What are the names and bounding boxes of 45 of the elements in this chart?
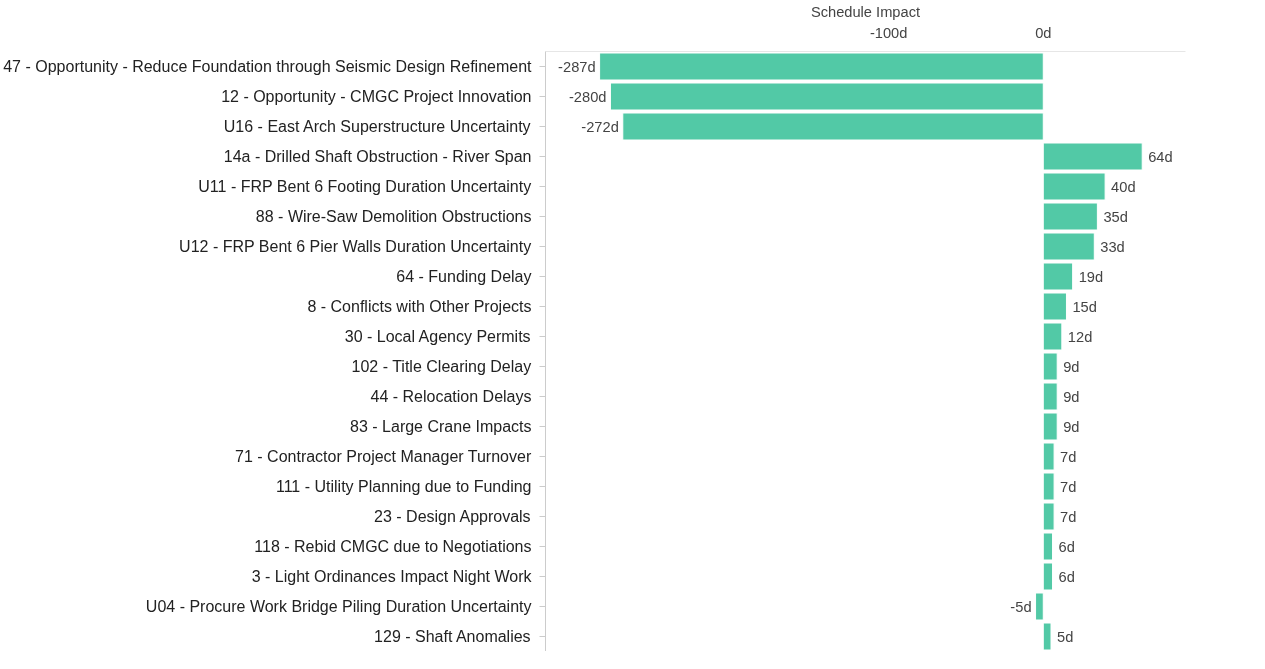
data-label: -287d [558, 58, 596, 75]
data-label: 9d [1063, 358, 1080, 375]
data-label: 64d [1148, 148, 1173, 165]
data-label: 12d [1067, 328, 1093, 345]
data-label: -280d [568, 88, 607, 105]
y-tick-label: 111 - Utility Planning due to Funding [275, 478, 532, 495]
y-tick-label: U04 - Procure Work Bridge Piling Duration Uncertainty [145, 598, 532, 615]
data-label: 40d [1111, 178, 1136, 195]
data-label: 35d [1103, 208, 1128, 225]
data-label: 7d [1060, 448, 1077, 465]
y-tick-label: U16 - East Arch Superstructure Uncertainty [223, 118, 531, 135]
y-tick-label: U11 - FRP Bent 6 Footing Duration Uncertainty [198, 178, 532, 195]
y-tick-label: 3 - Light Ordinances Impact Night Work [251, 568, 533, 585]
y-tick-label: 30 - Local Agency Permits [344, 328, 531, 345]
data-label: -272d [581, 118, 619, 135]
y-tick-label: 12 - Opportunity - CMGC Project Innovation [221, 88, 532, 105]
y-tick-label: 64 - Funding Delay [396, 268, 532, 285]
bar [1035, 592, 1044, 621]
y-tick-label: 102 - Title Clearing Delay [351, 358, 532, 375]
data-label: 5d [1057, 628, 1074, 645]
y-tick-label: 44 - Relocation Delays [370, 388, 532, 405]
y-tick-label: 88 - Wire-Saw Demolition Obstructions [255, 208, 532, 225]
data-label: 15d [1072, 298, 1097, 315]
x-tick-label: 0d [1035, 24, 1052, 41]
data-label: 7d [1060, 508, 1077, 525]
y-tick-label: 83 - Large Crane Impacts [350, 418, 532, 435]
bar [1042, 622, 1052, 651]
y-tick-label: 71 - Contractor Project Manager Turnover [235, 448, 532, 465]
data-label: 9d [1063, 388, 1080, 405]
data-label: 19d [1078, 268, 1104, 285]
y-tick-label: 47 - Opportunity - Reduce Foundation through Seismic Design Refinement [3, 58, 533, 75]
x-axis-title: Schedule Impact [810, 3, 921, 20]
data-label: 6d [1058, 568, 1075, 585]
y-tick-label: 8 - Conflicts with Other Projects [307, 298, 532, 315]
y-tick-label: 118 - Rebid CMGC due to Negotiations [254, 538, 532, 555]
x-tick-label: -100d [869, 24, 908, 41]
data-label: -5d [1010, 598, 1032, 615]
data-label: 9d [1063, 418, 1080, 435]
data-label: 7d [1060, 478, 1077, 495]
y-tick-label: 23 - Design Approvals [374, 508, 531, 525]
y-tick-label: U12 - FRP Bent 6 Pier Walls Duration Uncertainty [179, 238, 532, 255]
y-tick-label: 14a - Drilled Shaft Obstruction - River Span [223, 148, 532, 165]
data-label: 6d [1058, 538, 1075, 555]
data-label: 33d [1100, 238, 1125, 255]
y-tick-label: 129 - Shaft Anomalies [374, 628, 531, 645]
